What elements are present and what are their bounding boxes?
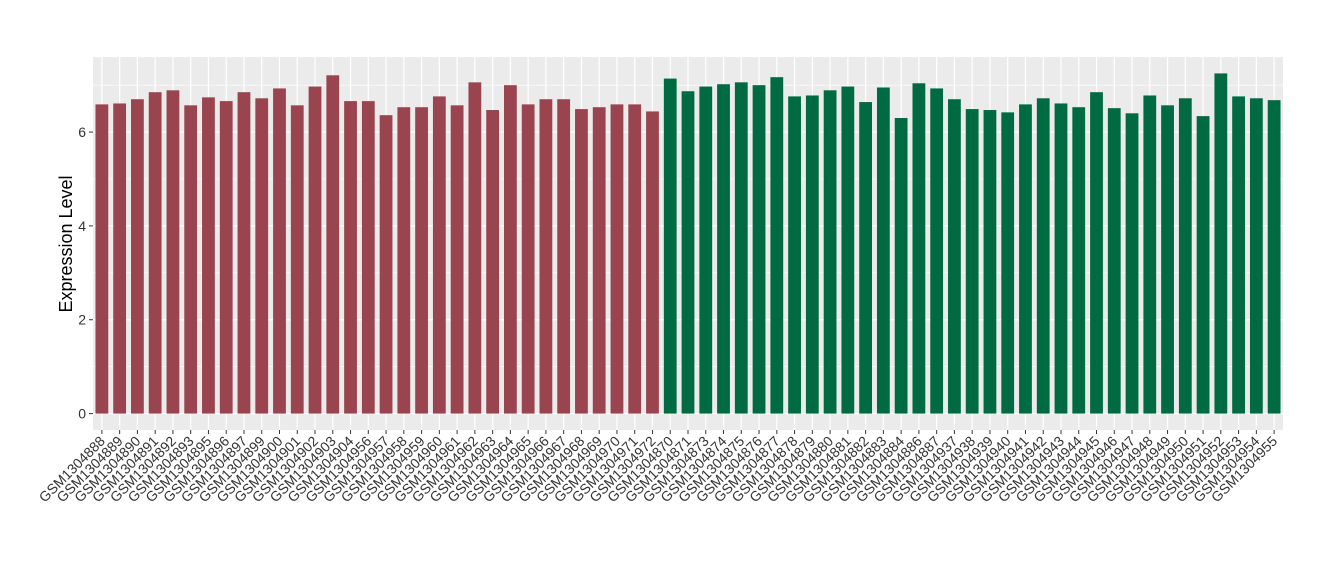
bar (1178, 98, 1192, 414)
y-tick-label: 6 (78, 124, 86, 140)
bar (308, 86, 322, 414)
bar (361, 101, 375, 414)
bar (1161, 105, 1174, 414)
bar (219, 101, 233, 414)
bar (113, 103, 127, 414)
y-tick-label: 0 (78, 406, 86, 422)
bar (468, 82, 482, 414)
bar (1019, 104, 1032, 414)
bar (948, 99, 961, 414)
bar (734, 82, 748, 414)
y-tick-label: 4 (78, 218, 86, 234)
bar (486, 110, 500, 414)
bar (397, 107, 411, 414)
bar (1090, 92, 1103, 414)
bar (965, 109, 979, 414)
bar (930, 88, 944, 414)
bar (592, 107, 606, 414)
bar (148, 92, 162, 414)
bar (1125, 113, 1139, 414)
bar (415, 107, 428, 414)
bar (859, 102, 873, 414)
bar (912, 83, 926, 414)
bar (823, 90, 837, 414)
bar (1001, 112, 1015, 414)
bar (184, 105, 198, 414)
bar (752, 85, 766, 414)
bar (290, 105, 304, 414)
bar (131, 99, 144, 414)
bar (1054, 103, 1068, 414)
bar (788, 96, 801, 414)
bar (699, 86, 713, 414)
bar (717, 84, 730, 414)
y-tick-label: 2 (78, 312, 86, 328)
bar (805, 95, 819, 414)
bar (681, 91, 695, 414)
bar (841, 86, 855, 414)
bar (1107, 108, 1121, 414)
bar (628, 104, 642, 414)
y-axis-title: Expression Level (56, 175, 76, 312)
bar (432, 96, 446, 414)
bar (610, 104, 624, 414)
bar (1214, 73, 1228, 414)
bar (1249, 98, 1263, 414)
bar (1196, 116, 1210, 414)
bar (1232, 96, 1245, 414)
bar (539, 99, 553, 414)
bar (95, 104, 109, 414)
bar (450, 105, 464, 414)
bar (503, 85, 517, 414)
bar (894, 117, 908, 414)
bar (1072, 107, 1086, 414)
bar (575, 109, 588, 414)
bar (237, 92, 251, 414)
bar (1267, 100, 1281, 414)
bar (876, 87, 890, 414)
bar (344, 101, 357, 414)
bar (255, 98, 269, 414)
bar (770, 77, 784, 414)
bar (166, 90, 180, 414)
bar (646, 111, 659, 414)
bar (1143, 95, 1157, 414)
bar (521, 104, 535, 414)
bar (983, 110, 997, 414)
bar (379, 115, 393, 414)
bar (202, 97, 215, 414)
bar (326, 75, 340, 414)
bar (1036, 98, 1050, 414)
bar (557, 99, 571, 414)
bar (273, 88, 286, 414)
bar (663, 78, 677, 414)
